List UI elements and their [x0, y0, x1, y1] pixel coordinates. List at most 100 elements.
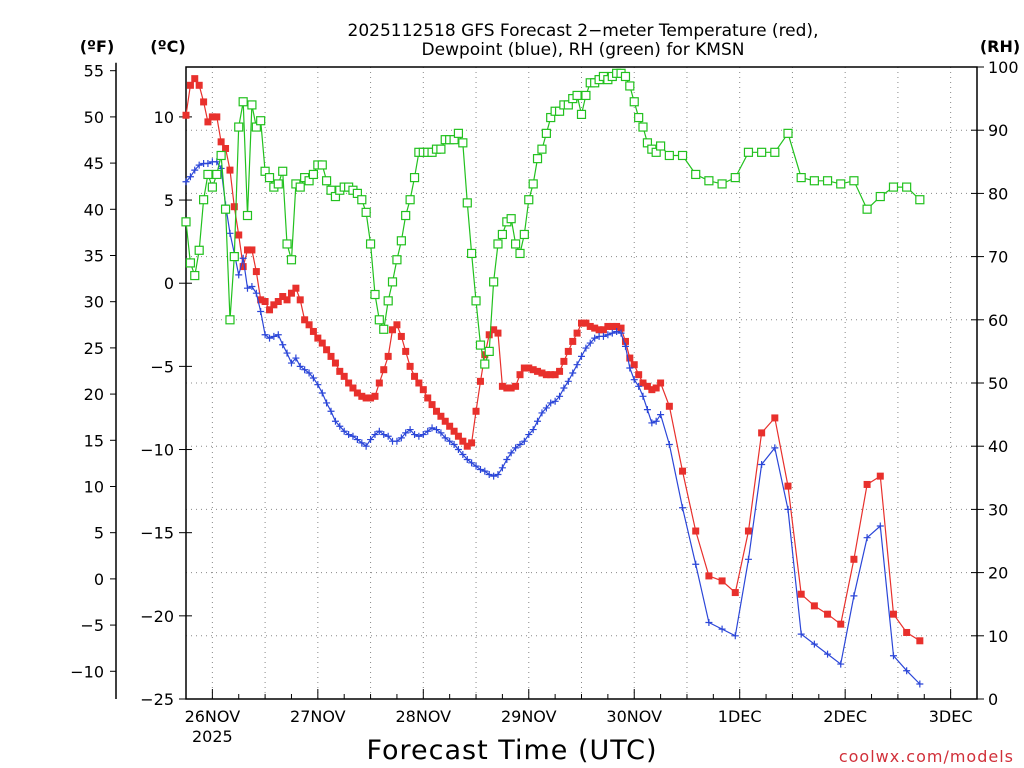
chart-title-line2: Dewpoint (blue), RH (green) for KMSN: [422, 40, 745, 60]
dewpoint-point: [731, 632, 739, 640]
dewpoint-point: [608, 329, 616, 337]
rh-tick-label: 40: [988, 437, 1008, 456]
dewpoint-point: [305, 369, 313, 377]
rh-point: [655, 141, 666, 151]
temperature-point: [186, 81, 194, 89]
rh-point: [383, 296, 393, 306]
temperature-point: [498, 382, 506, 390]
rh-point: [256, 116, 266, 126]
rh-tick-label: 60: [988, 311, 1008, 330]
grid-lines: [186, 67, 977, 699]
temperature-point: [239, 263, 247, 271]
temperature-point: [556, 367, 564, 375]
rh-point: [374, 315, 384, 325]
rh-point: [278, 166, 288, 176]
dewpoint-point: [195, 161, 203, 169]
dewpoint-point: [591, 334, 599, 342]
dewpoint-point: [626, 364, 634, 372]
rh-point: [462, 198, 472, 208]
dewpoint-point: [454, 446, 462, 454]
temperature-point: [639, 379, 647, 387]
x-tick-label: 2DEC: [823, 707, 867, 726]
rh-point: [493, 239, 503, 249]
rh-point: [392, 255, 402, 265]
temperature-point: [718, 577, 726, 585]
x-tick-sublabel: 2025: [192, 727, 233, 746]
temperature-point: [534, 367, 542, 375]
dewpoint-point: [551, 397, 559, 405]
dewpoint-point: [406, 426, 414, 434]
temperature-point: [679, 467, 687, 475]
dewpoint-point: [424, 427, 432, 435]
dewpoint-point: [371, 431, 379, 439]
temperature-point: [261, 298, 269, 306]
rh-point: [238, 97, 248, 107]
dewpoint-point: [191, 166, 199, 174]
dewpoint-point: [863, 534, 871, 542]
dewpoint-point: [630, 376, 638, 384]
dewpoint-point: [824, 650, 832, 658]
rh-point: [497, 229, 507, 240]
rh-point: [361, 207, 371, 217]
rh-point: [489, 277, 499, 287]
dewpoint-point: [402, 429, 410, 437]
temperature-point: [758, 429, 766, 437]
axes: 5550454035302520151050−5−101050−5−10−15−…: [70, 58, 1018, 746]
dewpoint-point: [516, 441, 524, 449]
rh-point: [234, 122, 244, 132]
dewpoint-point: [411, 431, 419, 439]
temperature-point: [547, 371, 555, 379]
temperature-point: [837, 620, 845, 628]
rh-point: [822, 176, 833, 186]
dewpoint-point: [784, 505, 792, 513]
chart-title-line1: 2025112518 GFS Forecast 2−meter Temperat…: [348, 21, 819, 41]
temperature-point: [428, 401, 436, 409]
dewpoint-point: [903, 667, 911, 675]
dewpoint-point: [481, 467, 489, 475]
dewpoint-point: [679, 504, 687, 512]
dewpoint-point: [314, 381, 322, 389]
temperature-point: [257, 296, 265, 304]
dewpoint-point: [498, 464, 506, 472]
rh-point: [717, 179, 727, 189]
rh-point: [480, 359, 490, 369]
dewpoint-point: [432, 426, 440, 434]
rh-point: [370, 289, 380, 300]
rh-point: [471, 296, 481, 306]
dewpoint-point: [393, 437, 401, 445]
series-rh: [181, 68, 925, 369]
temperature-point: [419, 386, 427, 394]
dewpoint-point: [578, 352, 585, 360]
temperature-point: [705, 572, 713, 580]
temperature-point: [424, 394, 432, 402]
rh-point: [506, 214, 516, 224]
fahrenheit-tick-label: 0: [94, 570, 104, 589]
fahrenheit-tick-label: 20: [84, 385, 104, 404]
dewpoint-point: [639, 392, 647, 400]
fahrenheit-tick-label: −5: [80, 616, 104, 635]
rh-point: [849, 176, 859, 186]
temperature-point: [771, 414, 779, 422]
series-temperature: [182, 75, 924, 645]
temperature-point: [569, 337, 577, 345]
dewpoint-point: [441, 434, 449, 442]
temperature-point: [252, 268, 260, 276]
fahrenheit-tick-label: 10: [84, 477, 104, 496]
x-tick-label: 1DEC: [718, 707, 762, 726]
temperature-point: [182, 111, 190, 119]
dewpoint-point: [534, 417, 542, 425]
rh-point: [199, 195, 209, 205]
dewpoint-point: [358, 439, 366, 447]
dewpoint-point: [569, 369, 577, 377]
temperature-point: [279, 293, 287, 301]
rh-point: [664, 150, 674, 161]
dewpoint-point: [876, 522, 884, 530]
temperature-point: [608, 322, 616, 330]
rh-point: [730, 173, 740, 183]
dewpoint-point: [345, 431, 353, 439]
temperature-point: [274, 298, 282, 306]
fahrenheit-tick-label: 50: [84, 108, 104, 127]
x-tick-label: 3DEC: [929, 707, 973, 726]
temperature-point: [516, 371, 524, 379]
temperature-point: [367, 394, 375, 402]
